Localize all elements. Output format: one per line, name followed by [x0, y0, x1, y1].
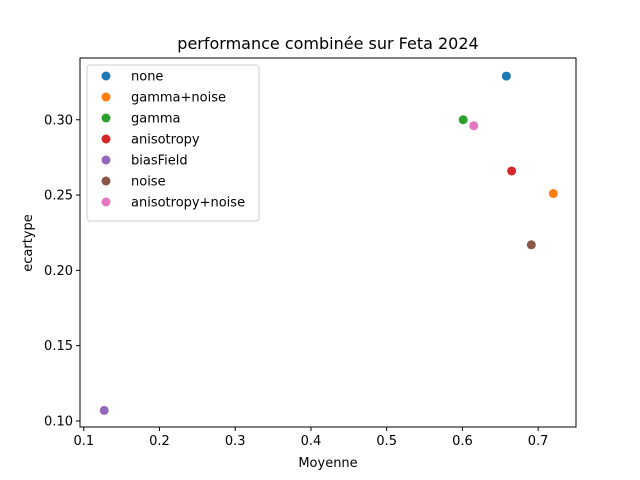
legend-label-gamma+noise: gamma+noise [131, 91, 226, 106]
x-tick-label: 0.7 [528, 434, 549, 449]
legend-box [86, 64, 260, 222]
y-tick-label: 0.10 [44, 414, 73, 429]
legend-label-none: none [131, 70, 163, 85]
y-tick-label: 0.25 [44, 189, 73, 204]
data-point-gamma+noise [548, 189, 558, 199]
data-point-gamma [458, 115, 468, 125]
legend-label-anisotropy+noise: anisotropy+noise [131, 196, 245, 211]
legend-marker-noise [101, 176, 111, 186]
legend-marker-anisotropy+noise [101, 197, 111, 207]
x-tick-label: 0.5 [376, 434, 397, 449]
legend-marker-gamma+noise [101, 92, 111, 102]
legend-marker-anisotropy [101, 134, 111, 144]
legend-label-noise: noise [131, 175, 166, 190]
legend-marker-none [101, 71, 111, 81]
y-tick-label: 0.30 [44, 113, 73, 128]
axis-ticks: 0.1 0.2 0.3 0.4 0.5 0.6 0.7 0.10 0.15 0.20 0.25 0.3… [44, 113, 548, 449]
legend-marker-gamma [101, 113, 111, 123]
data-point-none [501, 71, 511, 81]
y-axis-label: ecartype [21, 214, 36, 272]
data-point-anisotropy+noise [469, 121, 479, 131]
x-axis-label: Moyenne [298, 456, 357, 471]
data-point-biasField [99, 405, 109, 415]
legend-marker-biasField [101, 155, 111, 165]
chart-title: performance combinée sur Feta 2024 [177, 34, 478, 53]
data-points [99, 71, 558, 415]
plot-frame [79, 57, 577, 428]
x-tick-label: 0.6 [452, 434, 473, 449]
x-tick-label: 0.4 [301, 434, 322, 449]
x-tick-label: 0.1 [73, 434, 94, 449]
x-tick-label: 0.3 [225, 434, 246, 449]
legend-label-anisotropy: anisotropy [131, 133, 200, 148]
legend-label-gamma: gamma [131, 112, 181, 127]
legend-label-biasField: biasField [131, 154, 188, 169]
x-tick-label: 0.2 [149, 434, 170, 449]
y-tick-label: 0.15 [44, 339, 73, 354]
y-tick-label: 0.20 [44, 264, 73, 279]
data-point-noise [526, 240, 536, 250]
legend: none gamma+noise gamma anisotropy biasField n… [86, 64, 260, 222]
data-point-anisotropy [507, 166, 517, 176]
